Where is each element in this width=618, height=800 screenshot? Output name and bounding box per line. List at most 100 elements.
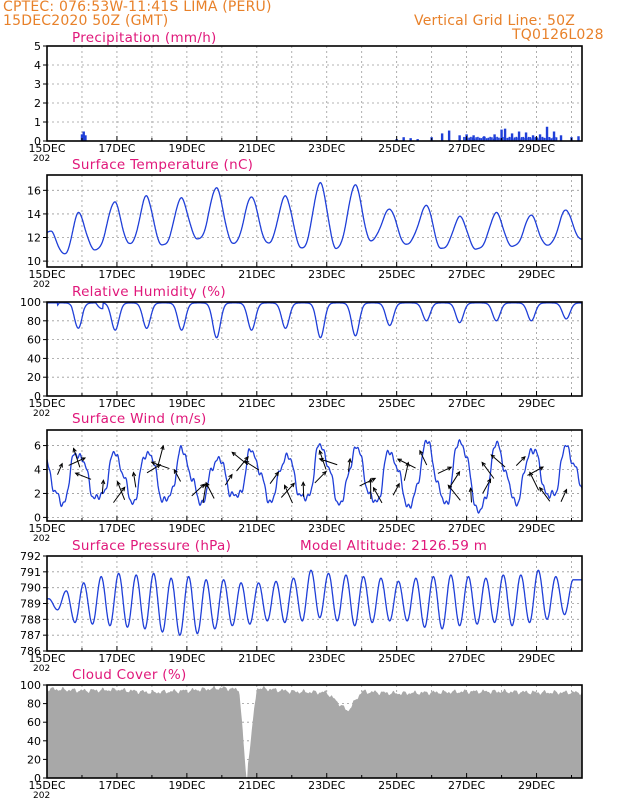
x-tick-label: 27DEC — [448, 779, 485, 792]
model-altitude-label: Model Altitude: 2126.59 m — [300, 538, 487, 554]
precipitation-bar — [577, 136, 580, 141]
y-tick-label: 10 — [27, 255, 41, 268]
x-tick-label: 15DEC — [28, 652, 65, 665]
wind-title: Surface Wind (m/s) — [72, 411, 207, 427]
wind-vector — [347, 458, 351, 472]
wind-line — [47, 438, 582, 514]
x-tick-label: 25DEC — [378, 142, 415, 155]
precipitation-bar — [482, 136, 484, 141]
wind-vector — [224, 474, 233, 486]
x-tick-label: 17DEC — [98, 522, 135, 535]
y-tick-label: 100 — [20, 679, 41, 692]
temperature-panel: Surface Temperature (nC) 10 12 14 16 15DEC 17D… — [27, 157, 583, 290]
precipitation-bar — [477, 136, 479, 141]
x-tick-label: 25DEC — [378, 397, 415, 410]
y-tick-label: 16 — [27, 184, 41, 197]
wind-vector-head — [200, 483, 206, 489]
y-tick-label: 789 — [20, 598, 41, 611]
x-tick-label: 29DEC — [518, 652, 555, 665]
y-tick-label: 0 — [34, 511, 41, 524]
wind-vector — [116, 481, 126, 501]
pressure-panel: Surface Pressure (hPa) Model Altitude: 21… — [20, 538, 583, 674]
wind-vector-head — [116, 480, 121, 486]
y-tick-label: 791 — [20, 566, 41, 579]
x-tick-label: 21DEC — [238, 268, 275, 281]
wind-vector — [403, 462, 409, 481]
x-tick-label: 23DEC — [308, 522, 345, 535]
x-tick-label: 29DEC — [518, 268, 555, 281]
wind-vector-head — [81, 457, 87, 462]
wind-vector — [191, 483, 205, 497]
y-tick-label: 14 — [27, 208, 41, 221]
x-tick-label: 25DEC — [378, 522, 415, 535]
x-tick-label: 19DEC — [168, 522, 205, 535]
precipitation-bar — [470, 136, 472, 141]
x-tick-label: 17DEC — [98, 142, 135, 155]
precipitation-bar — [84, 135, 87, 141]
precipitation-y-axis: 0 1 2 3 4 5 — [34, 40, 47, 148]
precipitation-bar — [492, 138, 495, 141]
x-tick-label: 25DEC — [378, 652, 415, 665]
precipitation-bar — [531, 138, 533, 141]
wind-vector-head — [228, 473, 233, 479]
wind-vector-head — [318, 457, 324, 463]
precipitation-bar — [524, 137, 526, 141]
wind-vector — [57, 463, 63, 475]
precipitation-bar — [503, 136, 505, 141]
y-tick-label: 6 — [34, 440, 41, 453]
wind-vector — [244, 460, 260, 471]
temperature-grid — [47, 175, 582, 267]
precipitation-series — [80, 126, 580, 141]
precipitation-grid — [47, 46, 582, 141]
wind-vector — [132, 472, 137, 488]
precipitation-bar — [559, 135, 563, 141]
wind-vector-head — [447, 484, 453, 490]
x-tick-label: 15DEC — [28, 268, 65, 281]
y-tick-label: 20 — [27, 371, 41, 384]
precipitation-bar — [540, 137, 542, 141]
precipitation-bar — [471, 137, 474, 141]
pressure-grid — [47, 556, 582, 651]
x-tick-label: 23DEC — [308, 142, 345, 155]
y-tick-label: 2 — [34, 487, 41, 500]
y-tick-label: 3 — [34, 78, 41, 91]
x-tick-label: 29DEC — [518, 779, 555, 792]
wind-vector — [319, 458, 338, 466]
wind-vector — [231, 451, 249, 466]
y-tick-label: 60 — [27, 334, 41, 347]
x-tick-label: 21DEC — [238, 652, 275, 665]
precipitation-bar — [499, 138, 502, 141]
wind-vector — [448, 471, 460, 489]
cloud-cover-title: Cloud Cover (%) — [72, 667, 187, 683]
x-tick-label: 17DEC — [98, 397, 135, 410]
wind-vector — [205, 482, 215, 499]
precipitation-bar — [517, 131, 521, 141]
precipitation-bar — [526, 137, 528, 141]
y-tick-label: 12 — [27, 232, 41, 245]
wind-vector — [314, 471, 327, 484]
wind-vector-head — [455, 470, 461, 476]
x-tick-label: 27DEC — [448, 522, 485, 535]
wind-vector — [284, 485, 293, 504]
x-year-label: 202 — [33, 409, 50, 419]
precipitation-bar — [508, 136, 511, 141]
y-tick-label: 0 — [34, 390, 41, 403]
wind-vector-head — [371, 477, 377, 482]
precipitation-bar — [472, 135, 475, 141]
precipitation-bar — [550, 138, 553, 141]
wind-vector-head — [468, 487, 474, 493]
wind-vector — [151, 461, 170, 470]
precipitation-bar — [506, 137, 509, 141]
x-tick-label: 21DEC — [238, 779, 275, 792]
wind-vector-head — [244, 460, 250, 466]
precipitation-bar — [505, 138, 507, 141]
precipitation-bar — [529, 137, 532, 141]
wind-vector — [419, 450, 428, 466]
precipitation-bar — [547, 136, 549, 141]
x-tick-label: 17DEC — [98, 268, 135, 281]
wind-vector — [146, 464, 161, 474]
precipitation-bar — [484, 137, 486, 141]
wind-vector-head — [58, 462, 63, 468]
wind-vector — [437, 466, 452, 474]
y-tick-label: 40 — [27, 352, 41, 365]
